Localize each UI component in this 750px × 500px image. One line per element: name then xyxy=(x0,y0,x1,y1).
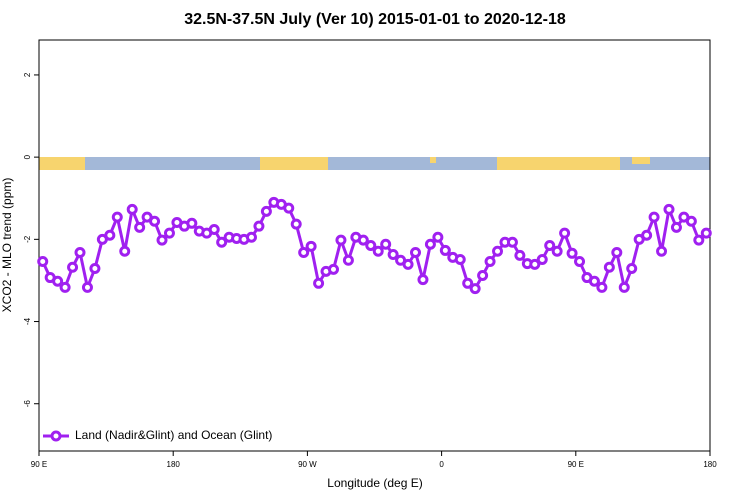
point xyxy=(566,247,578,259)
point xyxy=(410,246,422,258)
x-axis-label: Longitude (deg E) xyxy=(327,476,422,490)
point xyxy=(89,263,101,275)
point xyxy=(216,236,228,248)
point xyxy=(149,215,161,227)
legend-marker xyxy=(50,430,62,442)
y-tick-label: 0 xyxy=(23,154,32,159)
point xyxy=(462,277,474,289)
point xyxy=(656,245,668,257)
x-tick-label: 90 W xyxy=(298,460,317,469)
point xyxy=(611,246,623,258)
point xyxy=(111,211,123,223)
point xyxy=(700,227,712,239)
point xyxy=(424,238,436,250)
point xyxy=(67,261,79,273)
point xyxy=(514,249,526,261)
point xyxy=(529,258,541,270)
point xyxy=(253,220,265,232)
y-tick-label: -4 xyxy=(23,317,32,325)
point xyxy=(439,244,451,256)
legend-label: Land (Nadir&Glint) and Ocean (Glint) xyxy=(75,428,272,442)
point xyxy=(492,245,504,257)
point xyxy=(52,275,64,287)
point xyxy=(37,256,49,268)
y-tick-label: 2 xyxy=(23,72,32,77)
point xyxy=(648,211,660,223)
point xyxy=(380,238,392,250)
point xyxy=(208,223,220,235)
x-tick-label: 180 xyxy=(167,460,181,469)
point xyxy=(454,253,466,265)
point xyxy=(417,274,429,286)
x-tick-label: 0 xyxy=(439,460,444,469)
point xyxy=(618,281,630,293)
y-axis-label: XCO2 - MLO trend (ppm) xyxy=(0,178,14,313)
plot-frame xyxy=(38,39,711,452)
point xyxy=(119,245,131,257)
point xyxy=(59,281,71,293)
point xyxy=(641,229,653,241)
point xyxy=(574,256,586,268)
y-tick-label: -6 xyxy=(23,400,32,408)
point xyxy=(327,263,339,275)
point xyxy=(536,253,548,265)
point xyxy=(81,281,93,293)
point xyxy=(484,256,496,268)
point xyxy=(551,245,563,257)
point xyxy=(432,231,444,243)
point xyxy=(298,246,310,258)
chart-title: 32.5N-37.5N July (Ver 10) 2015-01-01 to … xyxy=(184,11,566,28)
point xyxy=(335,234,347,246)
land-ocean-strip xyxy=(39,157,710,170)
point xyxy=(559,227,571,239)
point xyxy=(134,221,146,233)
x-tick-label: 180 xyxy=(703,460,717,469)
point xyxy=(365,240,377,251)
point xyxy=(283,202,295,214)
point xyxy=(588,275,600,287)
point xyxy=(685,215,697,227)
x-tick-label: 90 E xyxy=(31,460,47,469)
point xyxy=(313,277,325,289)
point xyxy=(626,263,638,275)
point xyxy=(245,231,257,243)
point xyxy=(469,283,481,295)
point xyxy=(544,240,556,251)
point xyxy=(342,254,354,266)
y-tick-label: -2 xyxy=(23,235,32,243)
point xyxy=(104,229,116,241)
point xyxy=(186,217,198,229)
point xyxy=(670,221,682,233)
point xyxy=(596,281,608,293)
point xyxy=(260,205,272,217)
point xyxy=(372,245,384,257)
point xyxy=(663,203,675,215)
point xyxy=(126,203,138,215)
point xyxy=(305,240,317,252)
point xyxy=(693,234,705,246)
point xyxy=(402,258,414,270)
point xyxy=(74,246,86,258)
point xyxy=(506,236,518,248)
point xyxy=(603,261,615,273)
point xyxy=(477,270,489,282)
point xyxy=(357,234,369,246)
x-tick-label: 90 E xyxy=(568,460,584,469)
point xyxy=(290,218,302,230)
point xyxy=(387,249,399,261)
point xyxy=(156,234,168,246)
point xyxy=(163,227,175,239)
